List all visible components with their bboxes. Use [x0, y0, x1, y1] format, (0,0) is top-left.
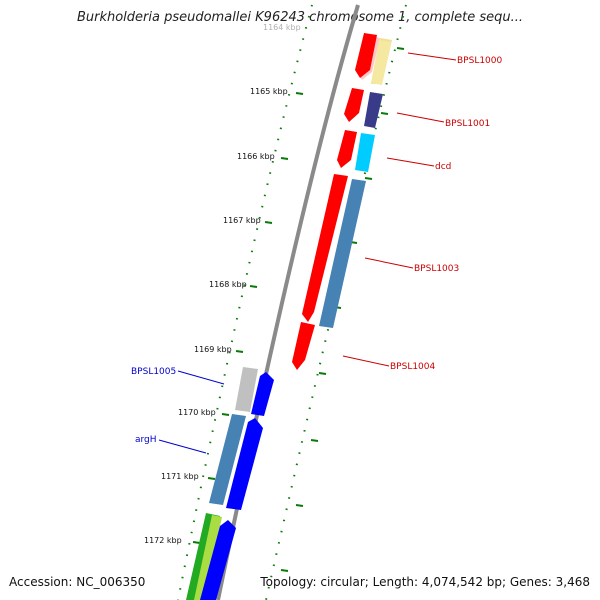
map-title: Burkholderia pseudomallei K96243 chromos…	[76, 10, 524, 25]
gene-arrow-dcd[interactable]	[355, 133, 375, 172]
gene-leader-lines	[158, 52, 457, 454]
gene-arrow-green-2[interactable]	[194, 515, 222, 600]
major-ticks-inner	[192, 92, 304, 544]
gene-label-bpsl1003[interactable]: BPSL1003	[414, 264, 459, 274]
gene-arrow-argh[interactable]	[209, 414, 246, 505]
tick-label-1166: 1166 kbp	[237, 152, 275, 161]
forward-strand-genes	[292, 33, 392, 370]
tick-label-1171: 1171 kbp	[161, 472, 199, 481]
gene-arrow-bpsl1001[interactable]	[364, 92, 383, 128]
gene-arrow-bpsl1003[interactable]	[319, 179, 366, 328]
reverse-strand-genes	[186, 367, 274, 600]
gene-label-bpsl1005[interactable]: BPSL1005	[131, 367, 176, 377]
tick-label-1164: 1164 kbp	[263, 23, 301, 32]
gene-arrow-red-4[interactable]	[302, 174, 348, 322]
tick-label-1169: 1169 kbp	[194, 345, 232, 354]
accession-text: Accession: NC_006350	[9, 575, 146, 589]
gene-arrow-red-2[interactable]	[344, 88, 364, 122]
gene-arrow-blue-1[interactable]	[251, 372, 274, 416]
gene-arrow-blue-2[interactable]	[226, 418, 263, 510]
topology-text: Topology: circular; Length: 4,074,542 bp…	[260, 575, 590, 589]
tick-ring-inner	[177, 4, 313, 600]
tick-label-1172: 1172 kbp	[144, 536, 182, 545]
tick-label-1165: 1165 kbp	[250, 87, 288, 96]
tick-label-1170: 1170 kbp	[178, 408, 216, 417]
gene-label-bpsl1000[interactable]: BPSL1000	[457, 56, 503, 66]
gene-label-bpsl1004[interactable]: BPSL1004	[390, 362, 436, 372]
gene-arrow-bpsl1005[interactable]	[235, 367, 258, 412]
gene-arrow-blue-3[interactable]	[200, 520, 236, 600]
tick-label-1167: 1167 kbp	[223, 216, 261, 225]
gene-label-bpsl1001[interactable]: BPSL1001	[445, 119, 490, 129]
gene-arrow-bpsl1000-red[interactable]	[355, 33, 377, 78]
gene-arrow-bpsl1000[interactable]	[371, 40, 391, 85]
gene-label-argh[interactable]: argH	[135, 435, 157, 445]
major-ticks-outer	[280, 47, 405, 572]
tick-label-1168: 1168 kbp	[209, 280, 247, 289]
gene-label-dcd[interactable]: dcd	[435, 162, 451, 172]
gene-arrow-bpsl1004[interactable]	[292, 322, 315, 370]
gene-arrow-red-3[interactable]	[337, 130, 357, 168]
